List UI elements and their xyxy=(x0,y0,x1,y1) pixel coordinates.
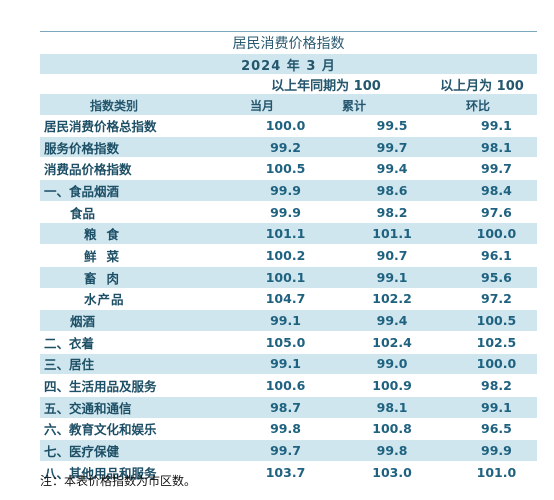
cumulative-cell: 102.2 xyxy=(328,288,456,311)
category-cell: 粮食 xyxy=(40,222,243,246)
table-row: 三、居住 99.1 99.0 100.0 xyxy=(40,353,537,376)
mom-cell: 97.2 xyxy=(455,288,537,311)
table-row: 五、交通和通信 98.7 98.1 99.1 xyxy=(40,396,537,419)
mom-cell: 102.5 xyxy=(455,331,537,354)
category-cell: 四、生活用品及服务 xyxy=(40,374,243,397)
category-cell: 食品 xyxy=(40,201,243,224)
cumulative-cell: 99.4 xyxy=(328,157,456,181)
current-cell: 99.1 xyxy=(242,309,329,332)
mom-cell: 95.6 xyxy=(455,266,537,289)
table-row: 八、其他用品和服务 103.7 103.0 101.0 xyxy=(40,461,537,484)
cumulative-cell: 101.1 xyxy=(328,222,456,246)
base-row: 以上年同期为 100 以上月为 100 xyxy=(40,74,537,94)
current-cell: 100.1 xyxy=(242,266,329,289)
mom-cell: 98.4 xyxy=(455,179,537,202)
category-cell: 一、食品烟酒 xyxy=(40,179,243,202)
current-cell: 99.8 xyxy=(242,418,329,441)
current-cell: 100.0 xyxy=(242,115,329,137)
current-cell: 100.6 xyxy=(242,374,329,397)
mom-cell: 100.0 xyxy=(455,353,537,376)
cumulative-cell: 98.1 xyxy=(328,396,456,419)
category-cell: 六、教育文化和娱乐 xyxy=(40,418,243,441)
current-cell: 99.7 xyxy=(242,439,329,462)
mom-cell: 101.0 xyxy=(455,461,537,484)
cumulative-cell: 90.7 xyxy=(328,244,456,267)
category-cell: 服务价格指数 xyxy=(40,136,243,159)
cumulative-cell: 103.0 xyxy=(328,461,456,484)
table-row: 服务价格指数 99.2 99.7 98.1 xyxy=(40,136,537,159)
cumulative-cell: 100.8 xyxy=(328,418,456,441)
cumulative-cell: 102.4 xyxy=(328,331,456,354)
mom-cell: 98.2 xyxy=(455,374,537,397)
column-header-row: 指数类别 当月 累计 环比 xyxy=(40,94,537,115)
cumulative-cell: 99.5 xyxy=(328,115,456,137)
table-row: 六、教育文化和娱乐 99.8 100.8 96.5 xyxy=(40,418,537,441)
current-cell: 99.1 xyxy=(242,353,329,376)
table-row: 四、生活用品及服务 100.6 100.9 98.2 xyxy=(40,374,537,397)
category-cell: 水产品 xyxy=(40,288,243,311)
header-current: 当月 xyxy=(250,99,275,113)
mom-cell: 100.5 xyxy=(455,309,537,332)
category-cell: 居民消费价格总指数 xyxy=(40,115,243,137)
table-title: 居民消费价格指数 xyxy=(40,31,537,54)
category-cell: 五、交通和通信 xyxy=(40,396,243,419)
cumulative-cell: 98.6 xyxy=(328,179,456,202)
current-cell: 99.2 xyxy=(242,136,329,159)
current-cell: 104.7 xyxy=(242,288,329,311)
cpi-table-container: 居民消费价格指数 2024 年 3 月 以上年同期为 100 以上月为 100 … xyxy=(40,31,537,484)
table-row: 畜肉 100.1 99.1 95.6 xyxy=(40,266,537,289)
table-row: 消费品价格指数 100.5 99.4 99.7 xyxy=(40,157,537,181)
cumulative-cell: 98.2 xyxy=(328,201,456,224)
table-row: 二、衣着 105.0 102.4 102.5 xyxy=(40,331,537,354)
cumulative-cell: 99.0 xyxy=(328,353,456,376)
table-row: 水产品 104.7 102.2 97.2 xyxy=(40,288,537,311)
table-note: 注：本表价格指数为市区数。 xyxy=(40,474,197,488)
category-cell: 消费品价格指数 xyxy=(40,157,243,181)
category-cell: 鲜菜 xyxy=(40,244,243,267)
header-cumulative: 累计 xyxy=(342,99,367,113)
table-row: 鲜菜 100.2 90.7 96.1 xyxy=(40,244,537,267)
mom-cell: 96.5 xyxy=(455,418,537,441)
mom-base-label: 以上月为 100 xyxy=(440,78,524,94)
current-cell: 100.5 xyxy=(242,157,329,181)
current-cell: 99.9 xyxy=(242,201,329,224)
cumulative-cell: 99.8 xyxy=(328,439,456,462)
category-cell: 畜肉 xyxy=(40,266,243,289)
mom-cell: 100.0 xyxy=(455,222,537,246)
table-row: 烟酒 99.1 99.4 100.5 xyxy=(40,309,537,332)
mom-cell: 99.1 xyxy=(455,396,537,419)
table-row: 粮食 101.1 101.1 100.0 xyxy=(40,222,537,246)
category-cell: 二、衣着 xyxy=(40,331,243,354)
cumulative-cell: 99.4 xyxy=(328,309,456,332)
table-row: 居民消费价格总指数 100.0 99.5 99.1 xyxy=(40,115,537,137)
current-cell: 101.1 xyxy=(242,222,329,246)
table-row: 食品 99.9 98.2 97.6 xyxy=(40,201,537,224)
yoy-base-label: 以上年同期为 100 xyxy=(271,78,381,94)
header-category: 指数类别 xyxy=(90,99,139,113)
cumulative-cell: 99.1 xyxy=(328,266,456,289)
current-cell: 100.2 xyxy=(242,244,329,267)
category-cell: 七、医疗保健 xyxy=(40,439,243,462)
mom-cell: 98.1 xyxy=(455,136,537,159)
category-cell: 八、其他用品和服务 xyxy=(40,461,243,484)
current-cell: 98.7 xyxy=(242,396,329,419)
table-row: 七、医疗保健 99.7 99.8 99.9 xyxy=(40,439,537,462)
cumulative-cell: 99.7 xyxy=(328,136,456,159)
current-cell: 99.9 xyxy=(242,179,329,202)
mom-cell: 99.9 xyxy=(455,439,537,462)
category-cell: 烟酒 xyxy=(40,309,243,332)
cumulative-cell: 100.9 xyxy=(328,374,456,397)
current-cell: 105.0 xyxy=(242,331,329,354)
header-mom: 环比 xyxy=(466,99,491,113)
current-cell: 103.7 xyxy=(242,461,329,484)
table-period: 2024 年 3 月 xyxy=(40,54,537,74)
mom-cell: 99.7 xyxy=(455,157,537,181)
category-cell: 三、居住 xyxy=(40,353,243,376)
mom-cell: 97.6 xyxy=(455,201,537,224)
cpi-table: 居民消费价格总指数 100.0 99.5 99.1 服务价格指数 99.2 99.7 98.1… xyxy=(40,115,537,484)
table-row: 一、食品烟酒 99.9 98.6 98.4 xyxy=(40,179,537,202)
mom-cell: 96.1 xyxy=(455,244,537,267)
mom-cell: 99.1 xyxy=(455,115,537,137)
